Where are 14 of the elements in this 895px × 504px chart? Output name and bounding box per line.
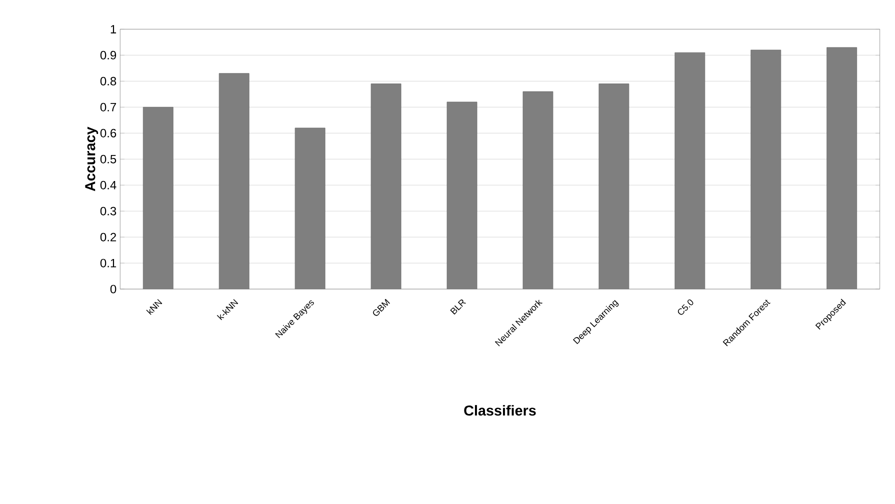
y-tick-label: 0.9 xyxy=(100,50,116,60)
x-axis-title: Classifiers xyxy=(464,404,536,416)
y-tick-label: 0.2 xyxy=(100,232,116,242)
y-tick-label: 1 xyxy=(110,24,116,34)
y-tick-label: 0.4 xyxy=(100,180,116,190)
y-tick-label: 0.3 xyxy=(100,206,116,216)
y-tick-label: 0 xyxy=(110,284,116,294)
y-tick-label: 0.1 xyxy=(100,258,116,268)
y-tick-label: 0.6 xyxy=(100,128,116,138)
y-tick-label: 0.8 xyxy=(100,76,116,86)
y-tick-label: 0.5 xyxy=(100,154,116,164)
y-tick-label: 0.7 xyxy=(100,102,116,112)
y-axis-title: Accuracy xyxy=(85,126,98,192)
x-tick-label: BLR xyxy=(450,299,466,314)
